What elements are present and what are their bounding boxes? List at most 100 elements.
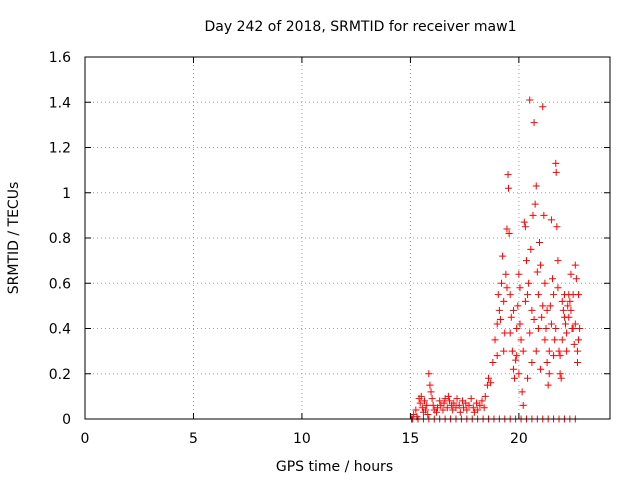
data-point [513, 325, 521, 332]
y-tick-label: 0.4 [49, 322, 71, 338]
data-point [522, 257, 530, 265]
data-point [476, 401, 484, 409]
data-point [499, 252, 507, 260]
data-point [423, 401, 431, 409]
data-point [443, 404, 451, 412]
data-point [575, 291, 583, 299]
data-point [439, 406, 447, 414]
y-tick-label: 1 [62, 186, 71, 202]
data-point [541, 336, 549, 344]
data-point [571, 261, 579, 269]
data-point [524, 374, 532, 382]
data-point [505, 229, 513, 237]
data-point [528, 306, 536, 314]
data-point [526, 329, 534, 337]
data-point [532, 347, 540, 355]
y-tick-label: 1.4 [49, 95, 71, 111]
data-point [554, 257, 562, 265]
y-tick-label: 0 [62, 412, 71, 428]
data-point [537, 261, 545, 269]
data-point [500, 347, 508, 355]
data-point [518, 388, 526, 396]
data-point [547, 216, 555, 224]
data-point [540, 211, 548, 219]
axis-ticks: 0 5 10 15 20 0 0.2 0.4 0.6 0.8 1 1.2 1.4 1.6 [49, 50, 610, 447]
data-point [421, 397, 429, 405]
data-point [538, 313, 546, 321]
data-point [554, 284, 562, 292]
data-point [552, 325, 560, 332]
data-point [563, 329, 571, 337]
data-point [429, 401, 437, 409]
data-point [535, 239, 543, 247]
data-point [552, 168, 560, 176]
data-point [480, 404, 488, 412]
data-point [552, 159, 560, 167]
data-point [530, 119, 538, 127]
data-point [539, 103, 547, 111]
y-tick-label: 0.8 [49, 231, 71, 247]
data-point [417, 392, 425, 400]
data-point [558, 297, 566, 305]
data-point [511, 374, 519, 382]
data-point [521, 297, 529, 305]
data-point [445, 397, 453, 405]
data-point [543, 358, 551, 366]
data-point [571, 320, 579, 328]
data-point [504, 184, 512, 192]
data-point [565, 291, 573, 299]
data-point [524, 291, 532, 299]
data-point [543, 306, 551, 314]
data-point [465, 401, 473, 409]
data-point [424, 410, 432, 418]
data-point [506, 291, 514, 299]
data-point [520, 218, 528, 226]
data-point [541, 279, 549, 287]
data-point [564, 302, 572, 310]
data-point [527, 245, 535, 253]
data-point [519, 347, 527, 355]
data-point [556, 352, 564, 360]
data-point [569, 325, 577, 332]
data-point [539, 302, 547, 310]
x-tick-label: 20 [510, 431, 528, 447]
data-point [537, 365, 545, 373]
data-point [558, 336, 566, 344]
data-point [506, 329, 514, 337]
data-point [493, 320, 501, 328]
y-tick-label: 0.6 [49, 276, 71, 292]
data-point [532, 182, 540, 190]
grid-lines [85, 57, 610, 419]
data-point [467, 395, 475, 403]
data-point [542, 325, 550, 332]
data-point [450, 399, 458, 407]
data-point [503, 225, 511, 233]
data-point [469, 404, 477, 412]
data-point [512, 356, 520, 364]
data-point [575, 336, 583, 344]
data-point [529, 211, 537, 219]
data-point [516, 320, 524, 328]
data-point [547, 320, 555, 328]
data-point [555, 347, 563, 355]
data-point [525, 279, 533, 287]
data-point [550, 291, 558, 299]
data-point [509, 365, 517, 373]
data-point [513, 352, 521, 360]
data-point [534, 291, 542, 299]
data-point [567, 270, 575, 278]
data-point [507, 313, 515, 321]
chart-title: Day 242 of 2018, SRMTID for receiver maw… [205, 19, 517, 35]
data-point [503, 284, 511, 292]
data-point [509, 306, 517, 314]
data-point [549, 275, 557, 283]
data-point [481, 392, 489, 400]
data-point [544, 381, 552, 389]
data-point [572, 275, 580, 283]
data-point [563, 347, 571, 355]
data-point [428, 395, 436, 403]
data-point [573, 347, 581, 355]
data-point [508, 347, 516, 355]
